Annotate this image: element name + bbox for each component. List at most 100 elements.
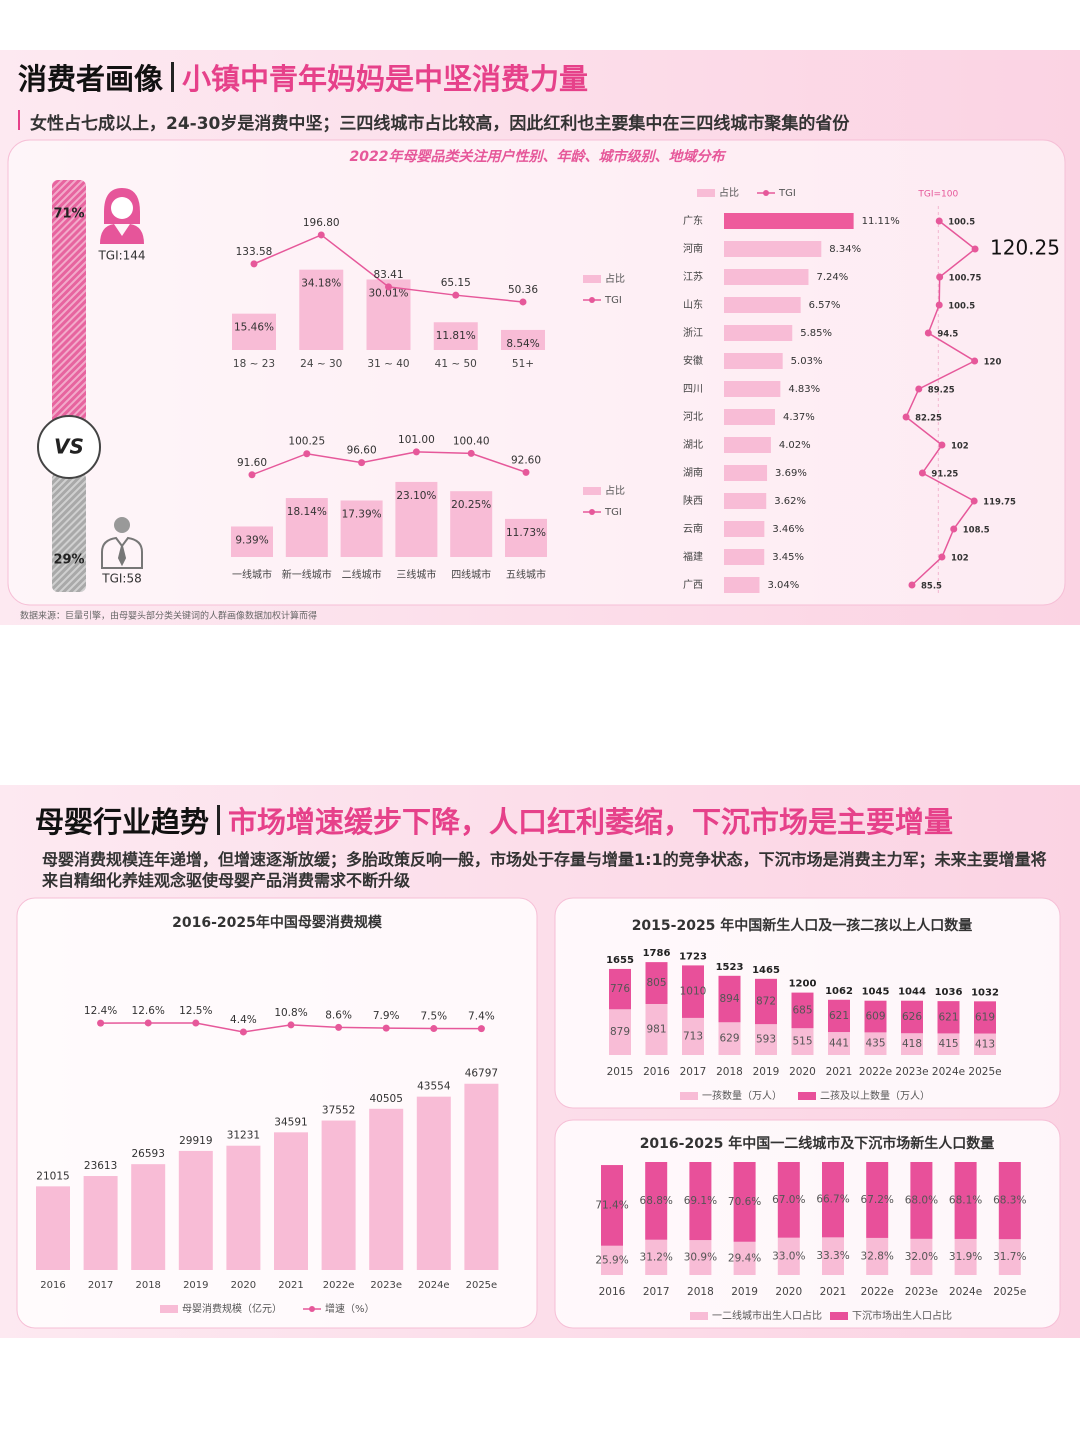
data-label: 894 bbox=[719, 993, 739, 1005]
bar-segment bbox=[601, 1165, 623, 1246]
data-label: 11.81% bbox=[436, 330, 476, 342]
data-label: 23613 bbox=[84, 1160, 117, 1172]
bar-segment bbox=[645, 1239, 668, 1275]
bar bbox=[724, 521, 765, 537]
point bbox=[938, 553, 946, 561]
data-label: 3.46% bbox=[772, 524, 804, 535]
data-label: 26593 bbox=[131, 1148, 164, 1160]
point bbox=[918, 469, 926, 477]
x-tick-label: 五线城市 bbox=[506, 568, 546, 581]
bar bbox=[724, 269, 809, 285]
data-label: 621 bbox=[829, 1010, 849, 1022]
x-tick-label: 2017 bbox=[88, 1280, 113, 1291]
data-label: 100.5 bbox=[948, 218, 975, 228]
data-label: 4.37% bbox=[783, 412, 815, 423]
x-tick-label: 2022e bbox=[861, 1286, 894, 1298]
x-tick-label: 2025e bbox=[968, 1066, 1001, 1078]
bar-segment bbox=[828, 999, 850, 1033]
x-tick-label: 二线城市 bbox=[342, 568, 382, 581]
bar-segment bbox=[828, 1032, 850, 1055]
data-label: 30.9% bbox=[684, 1252, 717, 1264]
data-label: 91.60 bbox=[237, 457, 267, 469]
bar bbox=[724, 241, 822, 257]
bar-segment bbox=[733, 1241, 756, 1275]
data-label: 713 bbox=[683, 1030, 703, 1042]
bar-segment bbox=[866, 1162, 889, 1238]
bar-segment bbox=[791, 992, 814, 1029]
bar-segment bbox=[609, 1009, 631, 1055]
data-label: 7.9% bbox=[373, 1010, 400, 1022]
data-label: 196.80 bbox=[303, 217, 340, 229]
point bbox=[239, 1028, 247, 1036]
data-label: 805 bbox=[646, 977, 666, 989]
legend-swatch bbox=[583, 487, 601, 495]
y-tick-label: 河南 bbox=[683, 242, 703, 255]
point bbox=[477, 1025, 485, 1033]
point bbox=[192, 1019, 200, 1027]
bar-segment bbox=[954, 1162, 977, 1239]
data-label: 609 bbox=[865, 1011, 885, 1023]
bar-segment bbox=[822, 1162, 844, 1238]
x-tick-label: 2016 bbox=[643, 1066, 670, 1078]
data-label: 83.41 bbox=[373, 269, 403, 281]
data-label: 33.3% bbox=[816, 1250, 849, 1262]
bar-segment bbox=[937, 1033, 960, 1055]
point bbox=[519, 298, 527, 306]
data-label: 15.46% bbox=[234, 322, 274, 334]
data-label: 415 bbox=[938, 1038, 958, 1050]
bar bbox=[724, 577, 760, 593]
total-label: 1523 bbox=[716, 962, 744, 973]
vs-label: VS bbox=[54, 435, 84, 459]
bar bbox=[131, 1164, 166, 1270]
data-label: 94.5 bbox=[937, 330, 958, 340]
bar bbox=[285, 498, 328, 557]
bar bbox=[724, 297, 801, 313]
x-tick-label: 51+ bbox=[512, 358, 534, 370]
x-tick-label: 2025e bbox=[993, 1286, 1026, 1298]
x-tick-label: 2024e bbox=[418, 1280, 450, 1291]
legend-swatch bbox=[589, 297, 595, 303]
bar bbox=[369, 1108, 404, 1270]
bar-segment bbox=[777, 1162, 800, 1238]
data-label: 34.18% bbox=[301, 278, 341, 290]
bar-segment bbox=[733, 1162, 756, 1242]
data-label: 89.25 bbox=[928, 386, 955, 396]
data-label: 6.57% bbox=[809, 300, 841, 311]
legend-swatch bbox=[798, 1092, 816, 1100]
data-label: 4.02% bbox=[779, 440, 811, 451]
bar-segment bbox=[864, 1032, 887, 1055]
x-tick-label: 2024e bbox=[949, 1286, 982, 1298]
data-label: 3.04% bbox=[767, 580, 799, 591]
x-tick-label: 2018 bbox=[716, 1066, 743, 1078]
data-label: 100.5 bbox=[948, 302, 975, 312]
bar bbox=[724, 381, 781, 397]
x-tick-label: 四线城市 bbox=[451, 568, 491, 581]
point bbox=[335, 1023, 343, 1031]
tgi-label: TGI:58 bbox=[101, 572, 141, 586]
data-label: 100.75 bbox=[949, 274, 982, 284]
point bbox=[908, 581, 916, 589]
data-label: 92.60 bbox=[511, 454, 541, 466]
bar-segment bbox=[937, 1001, 960, 1034]
data-label: 4.83% bbox=[788, 384, 820, 395]
legend-label: TGI bbox=[604, 507, 622, 518]
bar-segment bbox=[791, 1028, 814, 1055]
panel bbox=[554, 1119, 1061, 1329]
bar-segment bbox=[755, 978, 777, 1025]
legend-label: 占比 bbox=[719, 186, 739, 199]
data-label: 7.4% bbox=[468, 1011, 495, 1023]
bar-segment bbox=[689, 1240, 712, 1275]
data-label: 40505 bbox=[369, 1093, 402, 1105]
bar bbox=[340, 500, 383, 557]
x-tick-label: 2019 bbox=[753, 1066, 780, 1078]
data-label: 29919 bbox=[179, 1135, 212, 1147]
y-tick-label: 四川 bbox=[683, 384, 703, 395]
x-tick-label: 2018 bbox=[135, 1280, 160, 1291]
data-label: 100.25 bbox=[288, 436, 325, 448]
data-label: 418 bbox=[902, 1038, 922, 1050]
data-label: 435 bbox=[865, 1038, 885, 1050]
data-label: 91.25 bbox=[931, 470, 958, 480]
legend-label: TGI bbox=[778, 188, 796, 199]
section-heading: 消费者画像 小镇中青年妈妈是中坚消费力量 bbox=[18, 56, 588, 98]
